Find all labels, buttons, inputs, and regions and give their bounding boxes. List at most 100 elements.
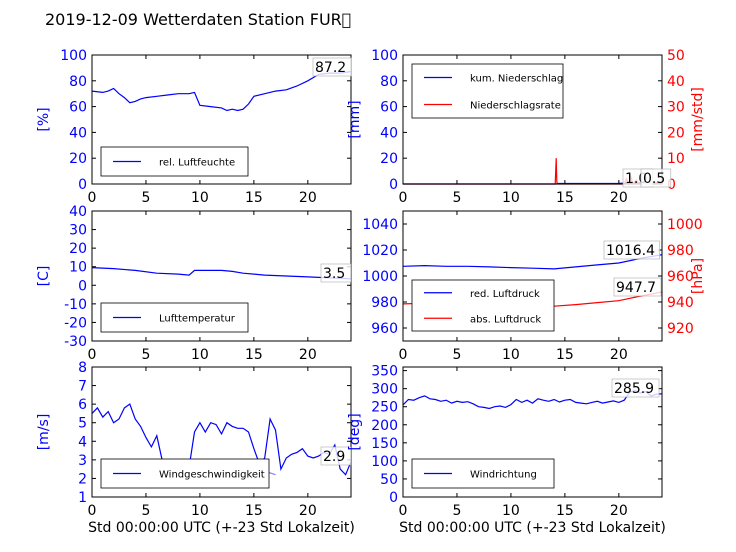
temperature-x-tick-label: 0 (88, 347, 97, 363)
winddirection-value-label: 285.9 (614, 381, 654, 397)
temperature-x-tick-label: 15 (245, 347, 263, 363)
winddirection-legend-label: Windrichtung (470, 470, 537, 481)
pressure-value-label: 1016.4 (606, 243, 655, 259)
precipitation-right-axis-label: [mm/std] (690, 87, 706, 152)
pressure-series-line-0 (402, 254, 663, 270)
windspeed-value-label-box (320, 446, 352, 466)
pressure-legend-label: abs. Luftdruck (470, 314, 541, 325)
windspeed-axes-frame (91, 366, 352, 498)
temperature-x-tick-label: 10 (191, 347, 209, 363)
winddirection-x-axis-label: Std 00:00:00 UTC (+-23 Std Lokalzeit) (399, 520, 666, 536)
figure-title: 2019-12-09 Wetterdaten Station FUR  (45, 10, 351, 29)
winddirection-y-tick-label: 0 (389, 490, 398, 506)
windspeed-x-tick-label: 20 (299, 503, 317, 519)
precipitation-right-tick-label: 30 (667, 100, 685, 116)
windspeed-panel: 0 5 10 15 20 1 2 3 4 5 6 7 8 [m/s] Std 00:00:00 UTC (+… (36, 360, 355, 536)
humidity-y-tick-label: 60 (69, 100, 87, 116)
precipitation-right-tick-label: 50 (667, 48, 685, 64)
windspeed-y-tick-label: 1 (78, 490, 87, 506)
temperature-panel: 0 5 10 15 20 -30 -20 -10 0 10 20 30 40 [C] Lufttempera… (36, 204, 352, 363)
humidity-series-line-0 (91, 70, 352, 112)
temperature-y-tick-label: 0 (78, 278, 87, 294)
humidity-axes-frame (91, 54, 352, 185)
windspeed-value-label: 2.9 (323, 449, 345, 465)
pressure-right-tick-label: 1000 (667, 217, 703, 233)
windspeed-y-tick-label: 4 (78, 434, 87, 450)
humidity-y-tick-label: 0 (78, 177, 87, 193)
temperature-y-tick-label: -10 (64, 297, 87, 313)
winddirection-x-tick-label: 0 (399, 503, 408, 519)
temperature-y-tick-label: -30 (64, 334, 87, 350)
temperature-series-line-0 (91, 267, 352, 280)
pressure-legend-label: red. Luftdruck (470, 289, 540, 300)
temperature-x-tick-label: 5 (141, 347, 150, 363)
humidity-y-tick-label: 20 (69, 151, 87, 167)
pressure-y-tick-label: 960 (371, 321, 398, 337)
precipitation-right-tick-label: 20 (667, 125, 685, 141)
windspeed-y-tick-label: 6 (78, 397, 87, 413)
temperature-y-tick-label: -20 (64, 315, 87, 331)
pressure-right-tick-label: 960 (667, 269, 694, 285)
precipitation-y-tick-label: 0 (389, 177, 398, 193)
windspeed-x-axis-label: Std 00:00:00 UTC (+-23 Std Lokalzeit) (88, 520, 355, 536)
humidity-x-tick-label: 0 (88, 190, 97, 206)
humidity-x-tick-label: 20 (299, 190, 317, 206)
winddirection-y-tick-label: 350 (371, 364, 398, 380)
humidity-x-tick-label: 10 (191, 190, 209, 206)
humidity-y-tick-label: 40 (69, 125, 87, 141)
precipitation-x-tick-label: 10 (502, 190, 520, 206)
precipitation-y-tick-label: 60 (380, 100, 398, 116)
temperature-y-axis-label: [C] (36, 266, 52, 287)
windspeed-legend-label: Windgeschwindigkeit (159, 470, 265, 481)
pressure-value-label: 947.7 (616, 280, 656, 296)
winddirection-x-tick-label: 15 (556, 503, 574, 519)
winddirection-y-axis-label: [deg] (347, 413, 363, 450)
precipitation-x-tick-label: 15 (556, 190, 574, 206)
temperature-y-tick-label: 30 (69, 223, 87, 239)
pressure-right-tick-label: 920 (667, 321, 694, 337)
winddirection-y-tick-label: 100 (371, 454, 398, 470)
pressure-value-label-box (603, 240, 660, 260)
precipitation-x-tick-label: 0 (399, 190, 408, 206)
windspeed-y-tick-label: 7 (78, 379, 87, 395)
winddirection-x-tick-label: 5 (452, 503, 461, 519)
winddirection-y-tick-label: 300 (371, 382, 398, 398)
windspeed-y-tick-label: 8 (78, 360, 87, 376)
winddirection-axes-frame (402, 366, 663, 498)
humidity-y-axis-label: [%] (36, 107, 52, 131)
windspeed-x-tick-label: 10 (191, 503, 209, 519)
precipitation-legend-box (411, 63, 564, 119)
precipitation-y-axis-label: [mm] (347, 100, 363, 138)
pressure-x-tick-label: 5 (452, 347, 461, 363)
precipitation-y-tick-label: 40 (380, 125, 398, 141)
humidity-x-tick-label: 5 (141, 190, 150, 206)
pressure-x-tick-label: 20 (610, 347, 628, 363)
precipitation-x-tick-label: 20 (610, 190, 628, 206)
winddirection-series-line-0 (402, 389, 663, 410)
temperature-legend-label: Lufttemperatur (159, 314, 236, 325)
humidity-value-label: 87.2 (315, 60, 346, 76)
temperature-y-tick-label: 10 (69, 260, 87, 276)
winddirection-y-tick-label: 50 (380, 472, 398, 488)
windspeed-x-tick-label: 0 (88, 503, 97, 519)
pressure-right-tick-label: 980 (667, 243, 694, 259)
precipitation-panel: 0 5 10 15 20 0 20 40 60 80 100 0 10 20 30 40 50 [mm/std] [… (347, 48, 706, 206)
winddirection-y-tick-label: 150 (371, 436, 398, 452)
temperature-x-tick-label: 20 (299, 347, 317, 363)
winddirection-x-tick-label: 10 (502, 503, 520, 519)
pressure-x-tick-label: 0 (399, 347, 408, 363)
windspeed-y-axis-label: [m/s] (36, 414, 52, 451)
winddirection-value-label-box (611, 378, 660, 398)
humidity-y-tick-label: 80 (69, 74, 87, 90)
pressure-panel: 0 5 10 15 20 960 980 1000 1020 1040 920 940 960 980 10… (362, 210, 706, 363)
precipitation-legend-label: kum. Niederschlag (470, 74, 563, 85)
pressure-right-tick-label: 940 (667, 295, 694, 311)
precipitation-value-label: 0.5 (643, 171, 665, 187)
pressure-y-tick-label: 980 (371, 295, 398, 311)
winddirection-y-tick-label: 200 (371, 418, 398, 434)
windspeed-y-tick-label: 3 (78, 453, 87, 469)
precipitation-y-tick-label: 80 (380, 74, 398, 90)
windspeed-y-tick-label: 5 (78, 416, 87, 432)
